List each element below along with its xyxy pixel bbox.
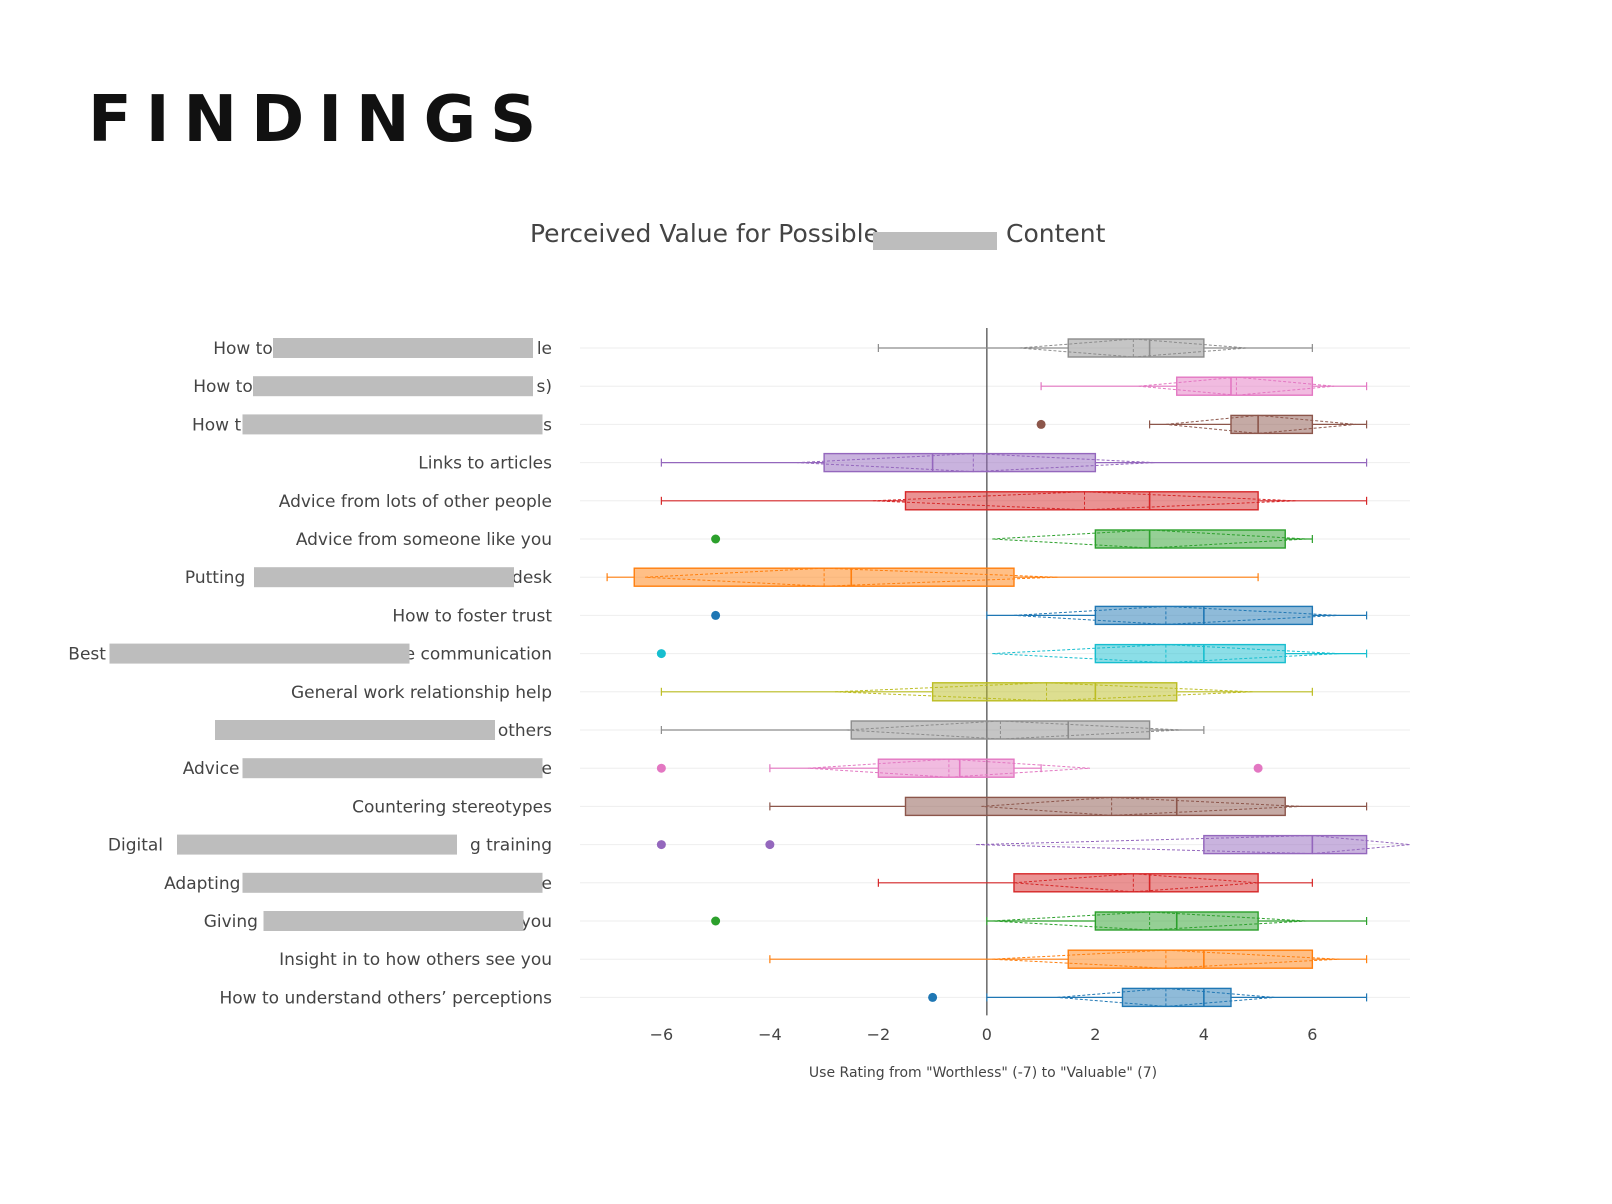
label-redaction xyxy=(215,720,495,740)
category-label-start: Giving xyxy=(204,912,258,932)
x-tick-label: 0 xyxy=(982,1025,992,1044)
label-redaction xyxy=(109,643,410,664)
box-iqr xyxy=(1067,949,1314,969)
category-label-start: Advice xyxy=(183,759,240,779)
outlier-point xyxy=(711,610,721,620)
outlier-point xyxy=(711,916,721,926)
category-label-end: e xyxy=(542,874,552,894)
category-label-start: Putting xyxy=(185,568,245,588)
box-iqr xyxy=(1094,529,1286,549)
box-row: you Giving xyxy=(204,911,1368,932)
notch-diamond xyxy=(1165,414,1356,434)
box-iqr xyxy=(1013,873,1259,893)
outlier-point xyxy=(1253,763,1263,773)
box-row: s) How to xyxy=(193,376,1368,397)
box-row: Links to articles xyxy=(418,452,1368,474)
box-row: desk Putting xyxy=(185,567,1259,588)
title-redaction xyxy=(873,232,997,250)
category-label-start: Digital xyxy=(108,836,163,856)
category-label: How to understand others’ perceptions xyxy=(220,988,553,1008)
box-iqr xyxy=(1121,987,1232,1008)
plot-area: −6 −4 −2 0 2 4 6 le How to s) How to s How t Links to… xyxy=(68,328,1411,1044)
chart-title-end: Content xyxy=(1006,219,1106,248)
box-iqr xyxy=(904,491,1259,511)
category-label: How to foster trust xyxy=(392,606,552,626)
outlier-point xyxy=(656,649,666,659)
box-row: General work relationship help xyxy=(291,682,1313,703)
x-tick-label: 6 xyxy=(1307,1025,1317,1044)
category-label-end: desk xyxy=(512,568,552,588)
box-row: s How t xyxy=(192,414,1368,435)
box-row: e communication Best xyxy=(68,643,1368,665)
outlier-point xyxy=(1036,419,1046,429)
outlier-point xyxy=(656,840,666,850)
category-label: General work relationship help xyxy=(291,683,552,703)
box-row: others xyxy=(215,720,1205,741)
category-label-end: others xyxy=(498,721,552,741)
box-row: Advice from lots of other people xyxy=(279,491,1368,512)
box-iqr xyxy=(1203,834,1368,855)
box-iqr xyxy=(1230,414,1314,435)
box-iqr xyxy=(1067,338,1205,358)
box-row: le How to xyxy=(213,338,1313,359)
category-label: Insight in to how others see you xyxy=(279,950,552,970)
label-redaction xyxy=(254,567,514,588)
label-redaction xyxy=(242,758,543,779)
box-row: e Advice xyxy=(183,758,1263,779)
category-label-start: How t xyxy=(192,415,241,435)
category-label-start: How to xyxy=(193,377,253,397)
category-label: Advice from lots of other people xyxy=(279,492,552,512)
outlier-point xyxy=(928,992,938,1002)
x-tick-label: 4 xyxy=(1199,1025,1209,1044)
x-tick-label: −6 xyxy=(650,1025,674,1044)
box-row: g training Digital xyxy=(108,834,1411,856)
chart-title-part1: Perceived Value for Possible xyxy=(530,219,879,248)
box-iqr xyxy=(1094,643,1286,664)
box-iqr xyxy=(931,682,1178,702)
box-row: How to foster trust xyxy=(392,605,1368,626)
outlier-point xyxy=(711,534,721,544)
category-label-end: le xyxy=(537,339,552,359)
chart-title: Perceived Value for Possible xyxy=(530,219,879,248)
category-label: Advice from someone like you xyxy=(296,530,552,550)
category-label-end: s xyxy=(543,415,552,435)
box-iqr xyxy=(877,758,1015,778)
x-tick-label: −2 xyxy=(867,1025,891,1044)
category-label-start: Best xyxy=(68,645,106,665)
outlier-point xyxy=(656,763,666,773)
category-label-start: How to xyxy=(213,339,273,359)
category-label-end: you xyxy=(521,912,552,932)
box-row: Insight in to how others see you xyxy=(279,949,1368,970)
category-label: Countering stereotypes xyxy=(352,797,552,817)
box-iqr xyxy=(823,452,1097,473)
category-label-end: g training xyxy=(470,836,552,856)
label-redaction xyxy=(242,872,543,893)
box-iqr xyxy=(904,796,1286,817)
box-row: e Adapting xyxy=(164,872,1313,894)
category-label-end: e communication xyxy=(405,645,552,665)
page-heading: FINDINGS xyxy=(88,83,551,157)
label-redaction xyxy=(177,834,457,855)
category-label: Links to articles xyxy=(418,454,552,474)
label-redaction xyxy=(263,911,524,931)
box-row: Advice from someone like you xyxy=(296,529,1313,550)
x-tick-label: 2 xyxy=(1090,1025,1100,1044)
outlier-point xyxy=(765,840,775,850)
label-redaction xyxy=(242,414,543,435)
category-label-end: e xyxy=(542,759,552,779)
x-axis-label: Use Rating from "Worthless" (-7) to "Val… xyxy=(809,1065,1157,1081)
label-redaction xyxy=(273,338,533,358)
category-label-start: Adapting xyxy=(164,874,240,894)
box-row: Countering stereotypes xyxy=(352,796,1368,817)
label-redaction xyxy=(253,376,533,397)
box-iqr xyxy=(1176,376,1314,396)
box-row: How to understand others’ perceptions xyxy=(220,987,1368,1008)
x-tick-label: −4 xyxy=(758,1025,782,1044)
category-label-end: s) xyxy=(537,377,553,397)
